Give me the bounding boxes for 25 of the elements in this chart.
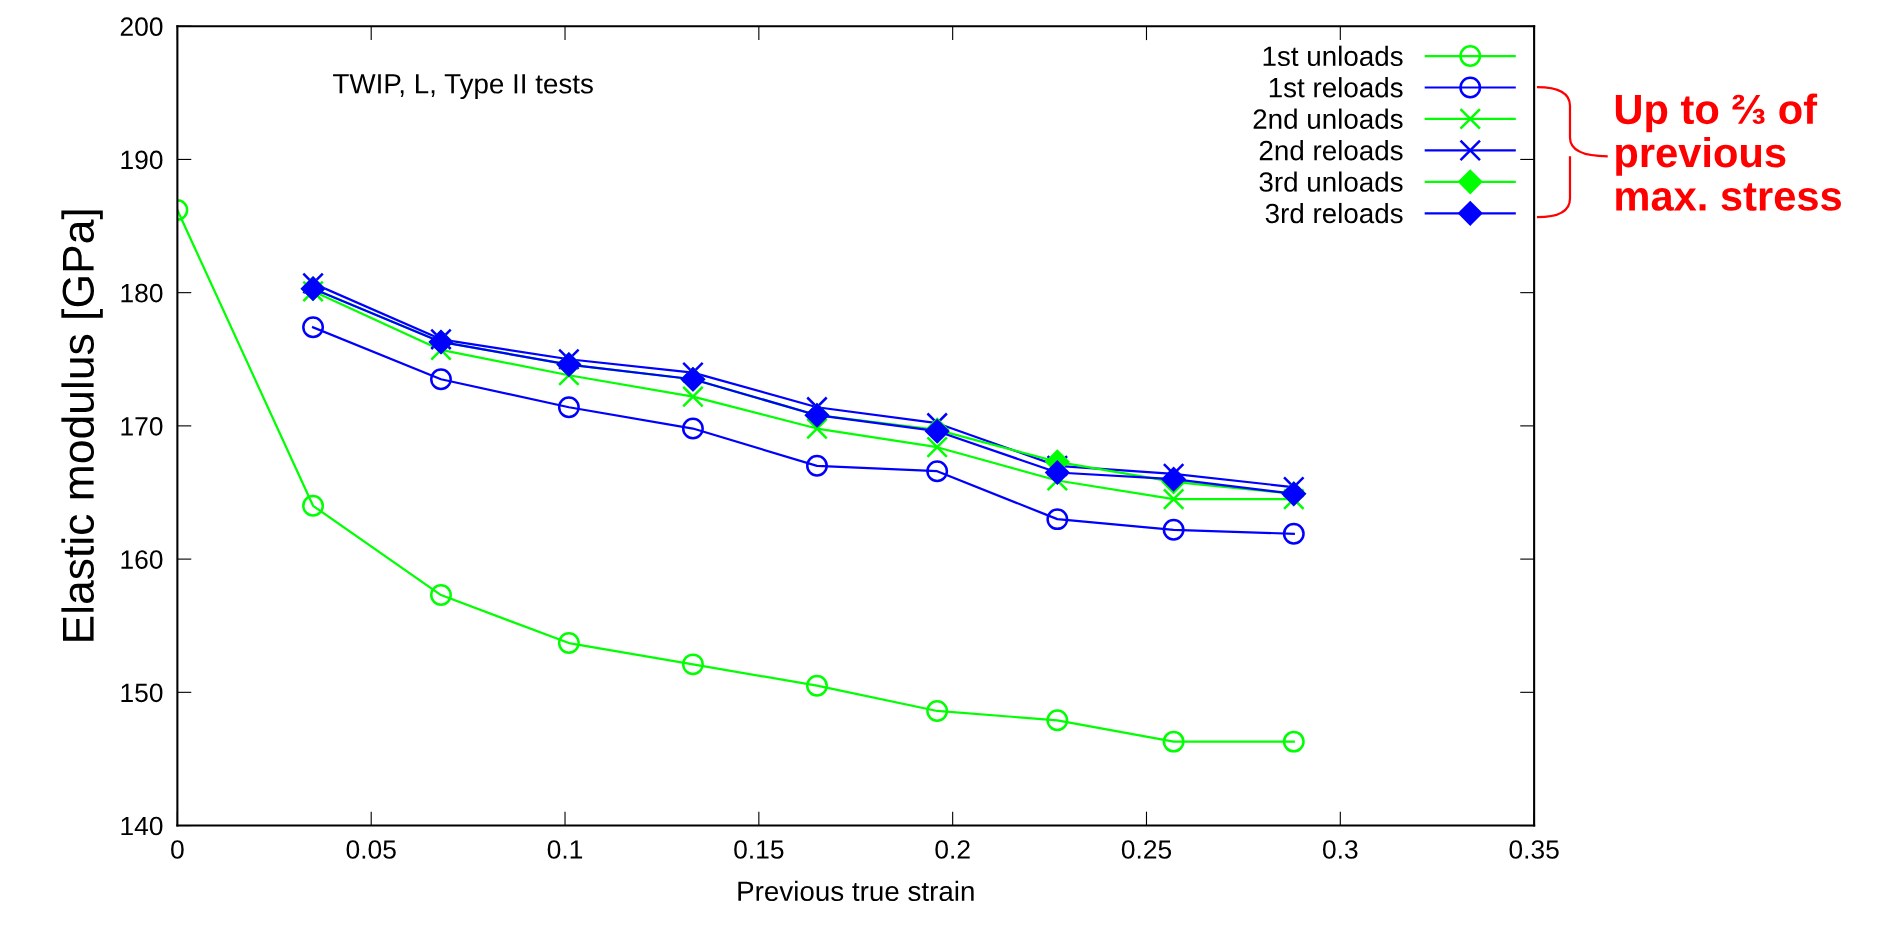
legend-label: 3rd unloads <box>1259 171 1403 192</box>
y-tick-label: 190 <box>121 150 163 170</box>
annotation: TWIP, L, Type II tests <box>333 74 593 100</box>
x-tick-label: 0.3 <box>1323 840 1358 859</box>
y-tick-label: 170 <box>121 417 163 436</box>
x-tick-label: 0.35 <box>1509 840 1559 859</box>
x-tick-label: 0.05 <box>346 840 396 859</box>
y-axis-title: Elastic modulus [GPa] <box>61 210 103 641</box>
y-tick-label: 200 <box>120 17 163 37</box>
y-tick-label: 180 <box>121 283 163 303</box>
x-tick-label: 0.1 <box>547 840 583 859</box>
y-tick-label: 140 <box>121 816 163 836</box>
text: Up to ⅔ of previous max. stress <box>1615 93 1842 211</box>
x-axis-title: Previous true strain <box>738 880 974 902</box>
legend-label: 3rd reloads <box>1265 202 1403 224</box>
legend-label: 1st unloads <box>1263 45 1403 67</box>
y-tick-label: 150 <box>121 683 163 703</box>
x-tick-label: 0.2 <box>935 840 970 859</box>
x-tick-label: 0.25 <box>1121 840 1172 859</box>
x-tick-label: 0.15 <box>734 840 784 859</box>
x-tick-label: 0 <box>171 840 184 859</box>
legend-label: 2nd reloads <box>1259 140 1403 161</box>
y-tick-label: 160 <box>121 550 163 569</box>
legend-label: 1st reloads <box>1269 77 1403 98</box>
legend-label: 2nd unloads <box>1253 108 1403 129</box>
